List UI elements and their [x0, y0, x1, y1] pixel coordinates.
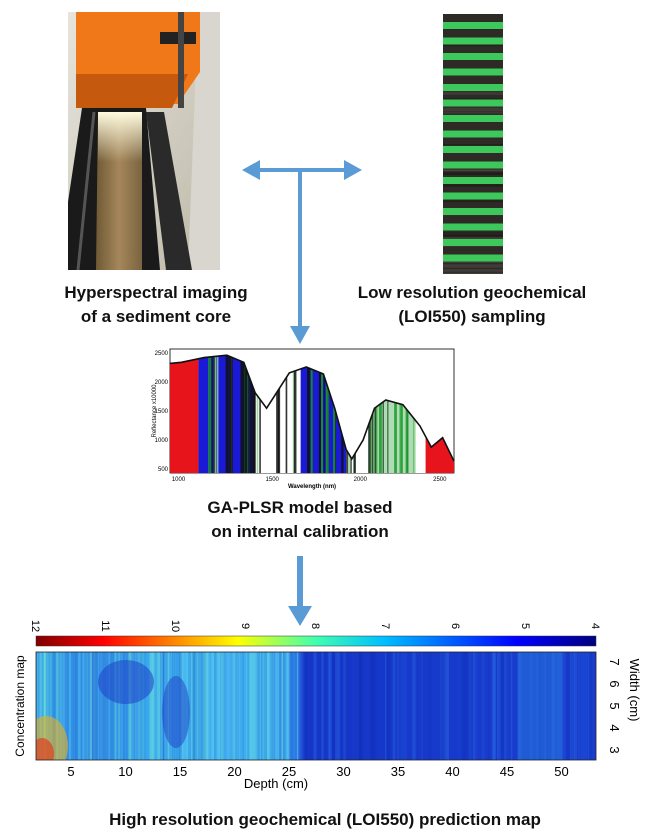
spectrum-band: [170, 349, 198, 473]
lowres-caption-line1: Low resolution geochemical: [334, 281, 610, 305]
colorbar-tick: 10: [169, 620, 181, 632]
spectrum-xlabel: Wavelength (nm): [288, 484, 336, 490]
spectrum-xtick: 2000: [354, 477, 368, 483]
map-ylabel: Concentration map: [13, 655, 27, 757]
colorbar-tick: 7: [379, 623, 391, 629]
spectrum-chart: 2500 2000 1500 1000 500 1000 1500 2000 2500 Ref…: [148, 345, 458, 491]
colorbar-tick: 4: [589, 623, 601, 629]
hyperspectral-caption-line2: of a sediment core: [28, 305, 284, 329]
map-xtick: 5: [67, 764, 74, 779]
colorbar-tick: 8: [309, 623, 321, 629]
prediction-caption: High resolution geochemical (LOI550) pre…: [40, 808, 610, 832]
right-arrowhead: [344, 160, 362, 180]
map-xtick: 40: [445, 764, 459, 779]
map-xtick: 10: [118, 764, 132, 779]
colorbar-tick: 9: [239, 623, 251, 629]
map-xtick: 15: [173, 764, 187, 779]
spectrum-xtick: 1500: [266, 477, 280, 483]
colorbar: [36, 636, 596, 646]
spectrum-ytick: 2500: [155, 351, 169, 357]
map-xlabel: Depth (cm): [244, 776, 308, 791]
spectrum-xtick: 2500: [433, 477, 447, 483]
hyperspectral-caption-line1: Hyperspectral imaging: [28, 281, 284, 305]
map-xtick: 45: [500, 764, 514, 779]
colorbar-tick: 12: [29, 620, 41, 632]
map-xtick: 35: [391, 764, 405, 779]
map-xtick: 50: [554, 764, 568, 779]
down-arrowhead-1: [290, 326, 310, 344]
spectrum-xtick: 1000: [172, 477, 186, 483]
map-right-label: Width (cm): [627, 659, 642, 722]
spectrum-ytick: 1000: [155, 438, 169, 444]
spectrum-ylabel: Reflectance x10000: [152, 384, 158, 438]
prediction-map-figure: 12 11 10 9 8 7 6 5 4 5 10 15 20 25 30 35 40 45 50 76543 D…: [0, 612, 650, 792]
colorbar-tick: 5: [519, 623, 531, 629]
colorbar-tick: 11: [99, 620, 111, 631]
map-xtick: 30: [336, 764, 350, 779]
model-caption-line1: GA-PLSR model based: [160, 496, 440, 520]
left-arrowhead: [242, 160, 260, 180]
spectrum-ytick: 500: [158, 467, 169, 473]
map-rtick: 3: [607, 746, 622, 753]
lowres-caption-line2: (LOI550) sampling: [334, 305, 610, 329]
colorbar-tick: 6: [449, 623, 461, 629]
map-rtick: 7: [607, 658, 622, 665]
map-rtick: 5: [607, 702, 622, 709]
map-rtick: 6: [607, 680, 622, 687]
model-caption-line2: on internal calibration: [160, 520, 440, 544]
map-xtick: 20: [227, 764, 241, 779]
map-rtick: 4: [607, 724, 622, 731]
